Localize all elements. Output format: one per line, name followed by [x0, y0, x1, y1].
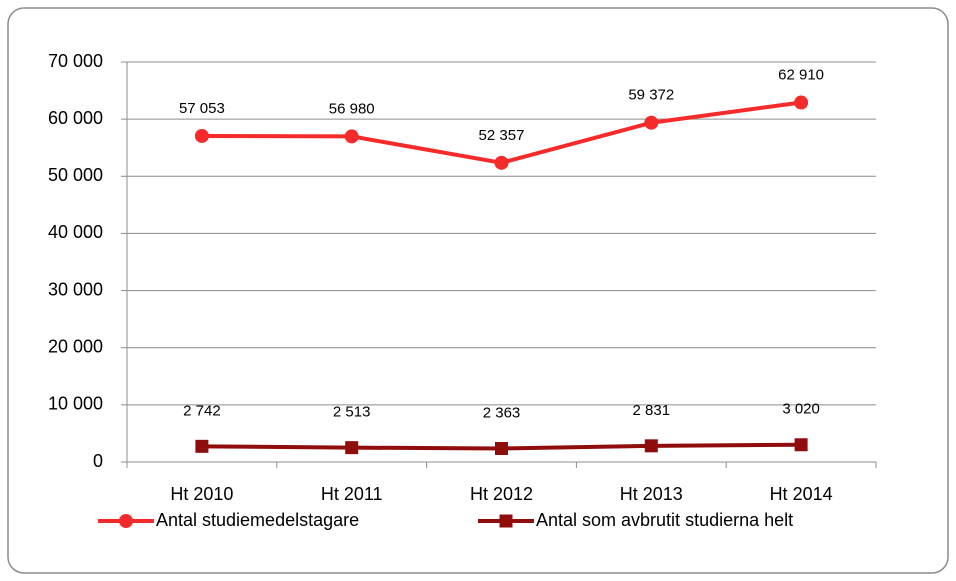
y-tick-label: 0 [93, 451, 103, 471]
y-tick-label: 50 000 [48, 165, 103, 185]
data-point [345, 441, 359, 455]
data-point [194, 128, 209, 143]
x-tick-label: Ht 2010 [170, 484, 233, 504]
data-point [794, 438, 808, 452]
data-label: 2 831 [633, 402, 671, 419]
data-point [195, 439, 209, 453]
x-tick-label: Ht 2011 [321, 484, 383, 504]
data-label: 2 513 [333, 404, 371, 421]
data-label: 2 742 [183, 402, 221, 419]
legend-marker [119, 514, 133, 528]
x-tick-label: Ht 2014 [770, 484, 833, 504]
data-point [495, 441, 508, 455]
data-point [644, 115, 659, 130]
x-tick-label: Ht 2012 [470, 484, 533, 504]
data-point [794, 95, 809, 110]
data-label: 59 372 [628, 87, 674, 104]
x-tick-label: Ht 2013 [620, 484, 683, 504]
y-tick-label: 60 000 [48, 108, 103, 128]
legend-label: Antal studiemedelstagare [156, 510, 359, 530]
legend-marker [499, 514, 513, 528]
y-tick-label: 10 000 [48, 394, 103, 414]
data-label: 3 020 [782, 401, 820, 418]
data-label: 62 910 [778, 66, 824, 83]
data-label: 2 363 [483, 404, 521, 421]
data-point [494, 155, 509, 170]
legend-label: Antal som avbrutit studierna helt [536, 510, 793, 530]
data-label: 56 980 [329, 100, 375, 117]
data-point [644, 439, 658, 453]
data-label: 52 357 [479, 127, 525, 144]
y-tick-label: 40 000 [48, 222, 103, 242]
y-tick-label: 70 000 [48, 51, 103, 71]
data-point [344, 129, 359, 144]
y-tick-label: 30 000 [48, 279, 103, 299]
y-tick-label: 20 000 [48, 336, 103, 356]
data-label: 57 053 [179, 100, 225, 117]
